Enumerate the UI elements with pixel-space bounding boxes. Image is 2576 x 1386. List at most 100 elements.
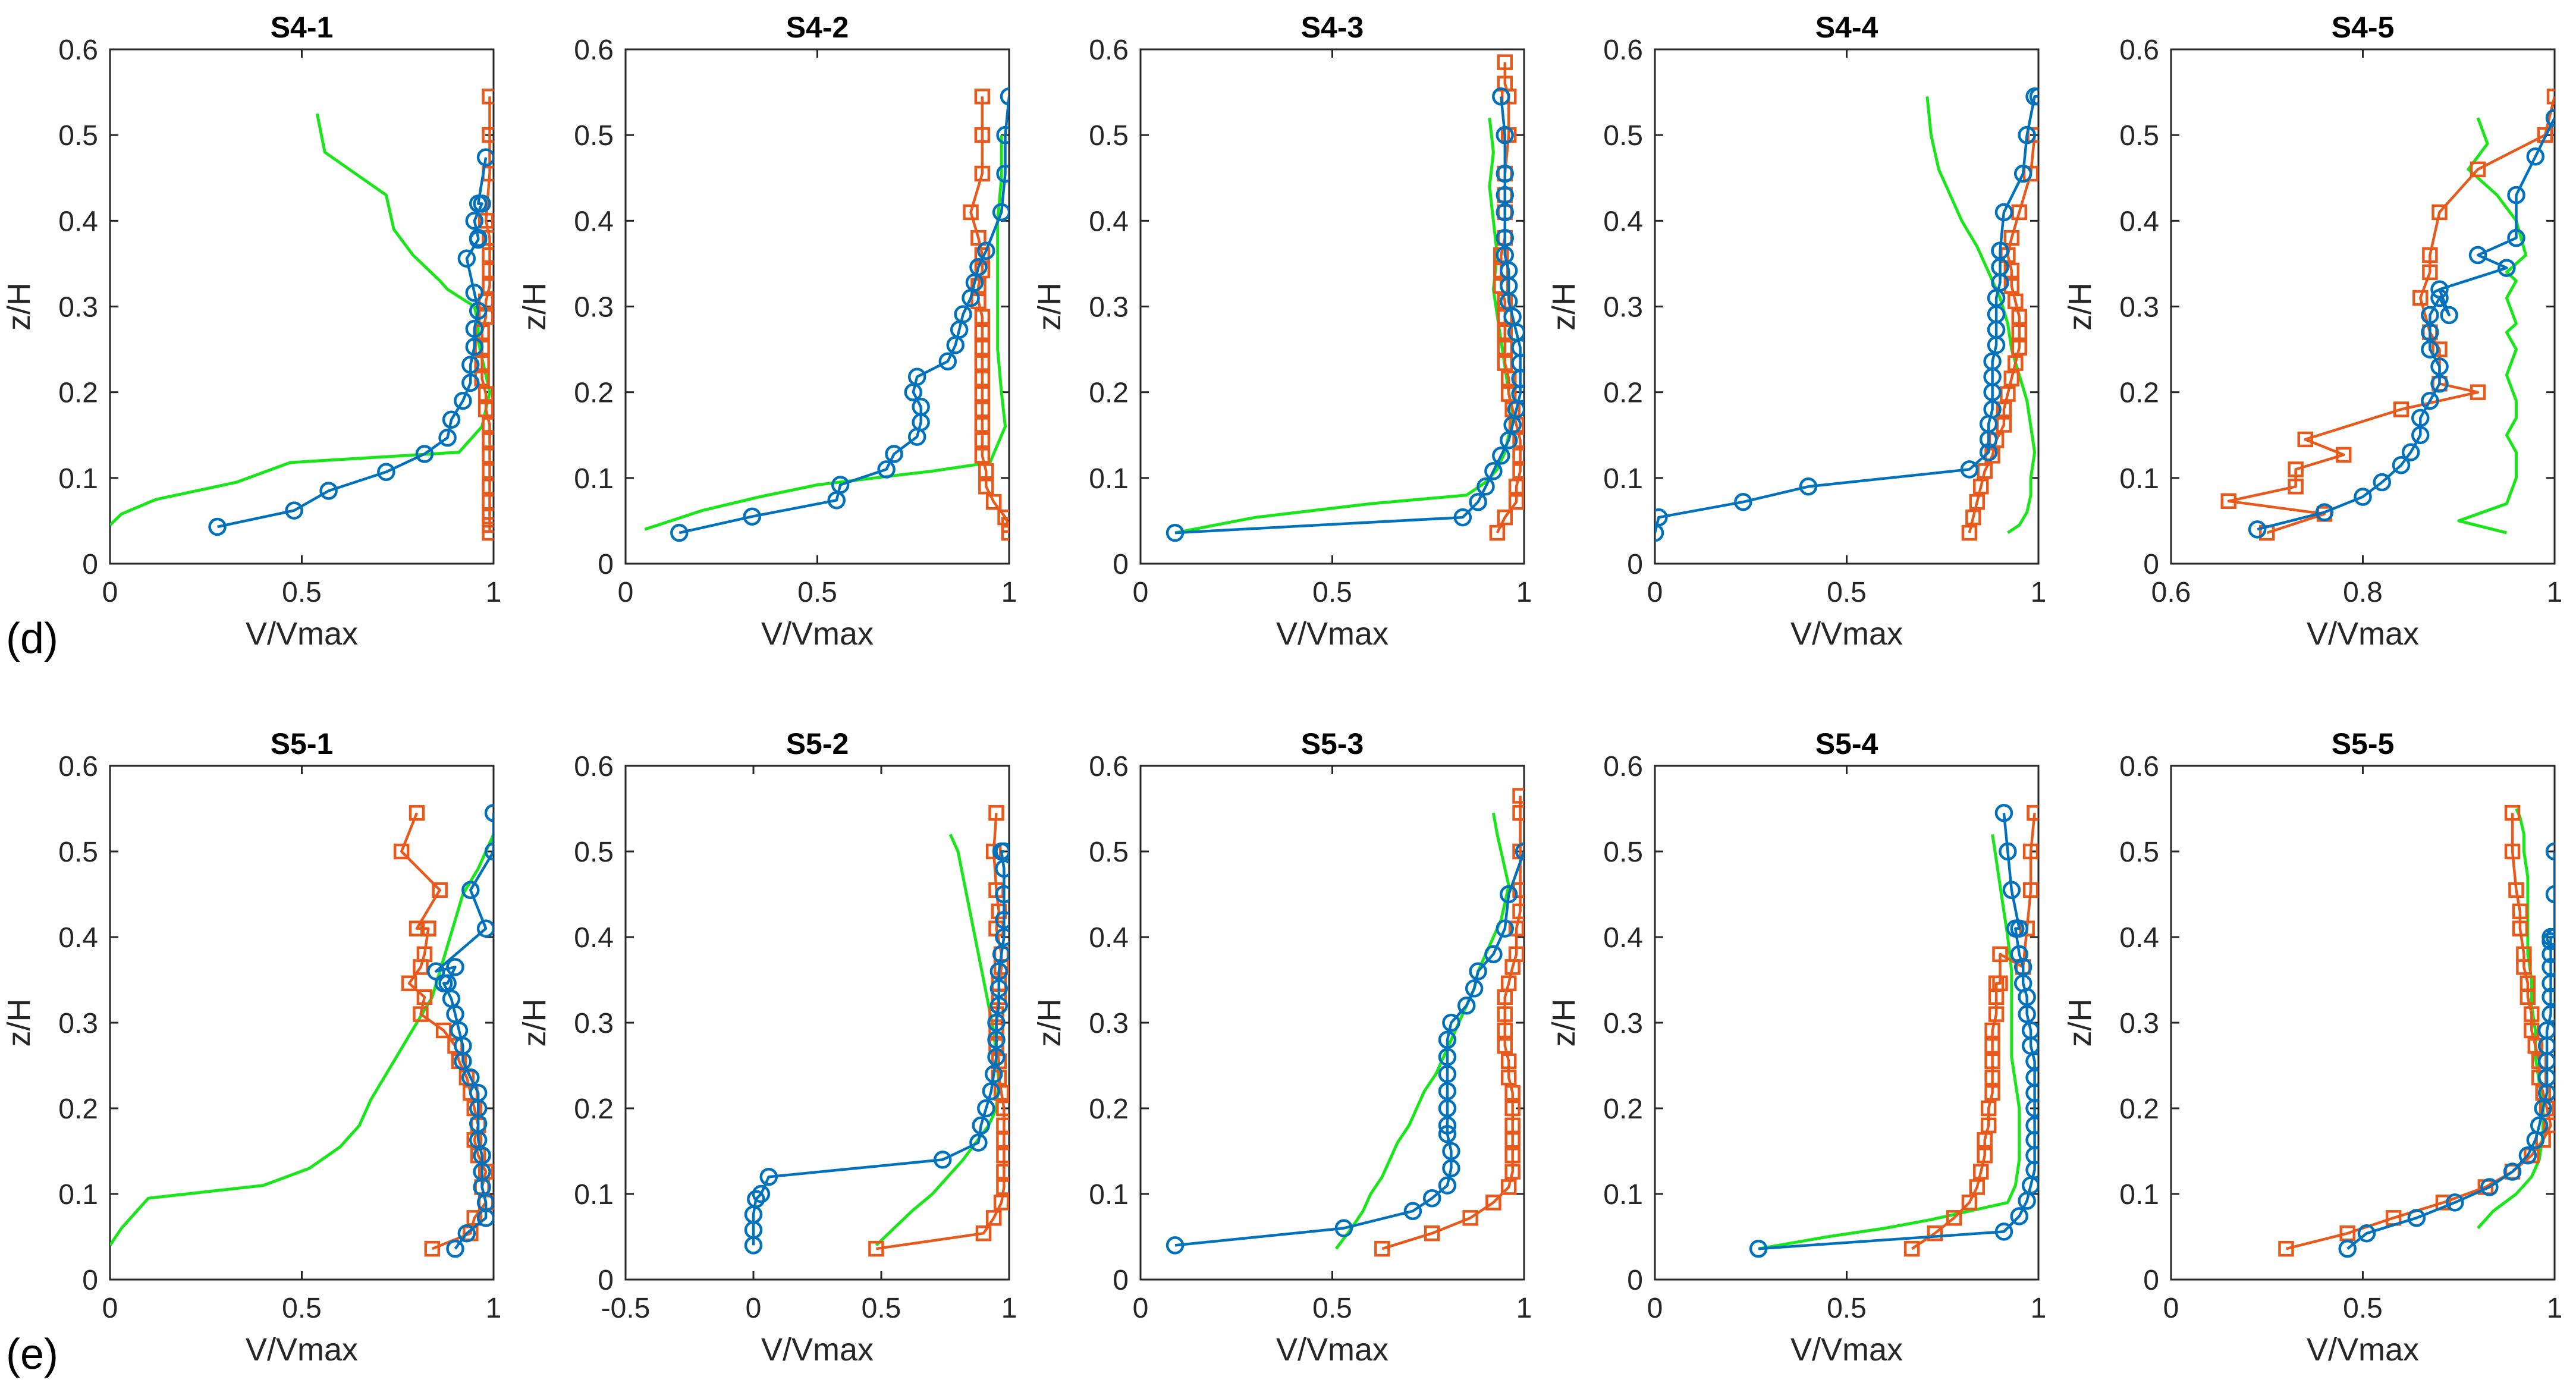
data-point-square xyxy=(2537,127,2553,143)
data-point-square xyxy=(1508,920,1524,936)
data-point-square xyxy=(970,230,987,246)
y-tick-label: 0.2 xyxy=(2119,1093,2159,1125)
data-point-square xyxy=(1497,1022,1513,1039)
data-point-circle xyxy=(1492,87,1510,106)
data-point-square xyxy=(2297,431,2313,448)
data-point-circle xyxy=(469,228,488,247)
data-point-square xyxy=(1500,370,1517,386)
data-point-circle xyxy=(1000,87,1009,106)
data-point-circle xyxy=(461,881,480,900)
data-point-circle xyxy=(1749,1239,1768,1258)
data-point-circle xyxy=(2411,426,2430,444)
data-point-square xyxy=(1961,1195,1978,1211)
y-tick-label: 0.3 xyxy=(58,292,98,323)
data-point-square xyxy=(1508,946,1524,963)
data-point-circle xyxy=(1799,477,1818,496)
chart-title: S5-5 xyxy=(2332,727,2395,760)
data-point-circle xyxy=(1438,1099,1457,1118)
y-tick-label: 0.2 xyxy=(1603,1093,1643,1125)
data-point-square xyxy=(1984,1038,2000,1054)
y-tick-label: 0 xyxy=(1113,1265,1129,1296)
data-point-square xyxy=(2003,230,2020,246)
y-tick-label: 0.2 xyxy=(1089,378,1129,409)
data-point-circle xyxy=(989,979,1009,998)
x-tick-label: 0.5 xyxy=(282,577,322,608)
data-point-square xyxy=(409,920,425,936)
y-tick-label: 0 xyxy=(82,549,98,580)
data-point-circle xyxy=(995,910,1009,929)
data-point-square xyxy=(997,509,1009,526)
data-point-square xyxy=(482,494,494,510)
y-tick-label: 0.4 xyxy=(2119,922,2159,954)
y-tick-label: 0.4 xyxy=(574,206,614,237)
y-axis-label: z/H xyxy=(1,282,37,331)
data-point-circle xyxy=(2537,1021,2555,1040)
data-point-square xyxy=(1374,1240,1390,1257)
data-point-square xyxy=(974,324,991,340)
data-point-circle xyxy=(1496,164,1514,183)
data-point-circle xyxy=(442,410,461,429)
data-point-square xyxy=(2422,264,2438,281)
data-point-circle xyxy=(2545,885,2555,904)
data-point-circle xyxy=(1438,1030,1457,1049)
data-point-circle xyxy=(984,1065,1003,1083)
y-tick-label: 0.5 xyxy=(574,120,614,152)
series-line-green xyxy=(1334,812,1510,1250)
series-line-green xyxy=(2477,807,2545,1230)
data-point-square xyxy=(1500,975,1517,992)
data-point-square xyxy=(1504,1100,1521,1117)
data-point-circle xyxy=(415,445,434,463)
series-line-green xyxy=(1758,834,2021,1250)
x-axis-label: V/Vmax xyxy=(2307,1332,2419,1368)
data-point-square xyxy=(482,247,494,263)
data-point-square xyxy=(1504,1085,1521,1101)
data-point-circle xyxy=(743,507,762,526)
chart-panel-s5-2: S5-2-0.5 0 0.5 100.10.20.30.40.50.6V/Vmaxz/… xyxy=(517,727,1017,1368)
data-point-circle xyxy=(1438,1048,1457,1066)
x-tick-label: 0.5 xyxy=(1827,577,1867,608)
data-point-square xyxy=(2022,843,2038,860)
data-point-square xyxy=(1977,1132,1993,1148)
y-tick-label: 0 xyxy=(2143,549,2159,580)
data-point-circle xyxy=(2315,503,2334,521)
data-point-circle xyxy=(2338,1239,2357,1258)
data-point-square xyxy=(1969,494,1986,510)
data-point-circle xyxy=(1166,523,1185,542)
data-point-circle xyxy=(2526,147,2544,166)
chart-panel-s5-1: S5-1 0 0.5 1 0 0.1 0.2 0.3 0.4 0.5 0.6 V/Vmax z/H xyxy=(1,727,501,1368)
data-point-square xyxy=(2432,204,2448,221)
y-tick-label: 0 xyxy=(1113,549,1129,580)
data-point-square xyxy=(1497,324,1513,340)
y-tick-label: 0.4 xyxy=(574,922,614,954)
data-point-circle xyxy=(1496,203,1514,222)
series-line-circle xyxy=(217,157,488,529)
data-point-circle xyxy=(1496,246,1514,265)
data-point-circle xyxy=(954,305,972,323)
data-point-circle xyxy=(912,397,930,416)
data-point-square xyxy=(2504,804,2521,821)
data-point-circle xyxy=(457,1224,476,1243)
data-point-square xyxy=(482,508,494,524)
data-point-square xyxy=(2470,384,2486,400)
data-point-circle xyxy=(996,125,1009,144)
data-point-square xyxy=(1497,1006,1513,1022)
data-point-square xyxy=(432,882,448,898)
data-point-square xyxy=(1984,1022,2000,1039)
data-point-square xyxy=(974,401,991,417)
data-point-circle xyxy=(2018,1005,2036,1023)
y-tick-label: 0.6 xyxy=(2119,751,2159,782)
y-axis-label: z/H xyxy=(1546,282,1582,331)
series-circle xyxy=(1655,87,2038,542)
data-point-circle xyxy=(2468,246,2487,265)
data-point-circle xyxy=(1983,352,2002,371)
data-point-circle xyxy=(469,301,488,320)
data-point-circle xyxy=(989,996,1009,1015)
data-point-square xyxy=(1980,1100,1997,1117)
x-tick-label: 0 xyxy=(1133,1293,1149,1324)
data-point-square xyxy=(974,340,991,356)
data-point-square xyxy=(963,204,979,221)
y-tick-label: 0.4 xyxy=(1089,206,1129,237)
series-circle xyxy=(427,803,494,1258)
data-point-circle xyxy=(465,338,483,356)
